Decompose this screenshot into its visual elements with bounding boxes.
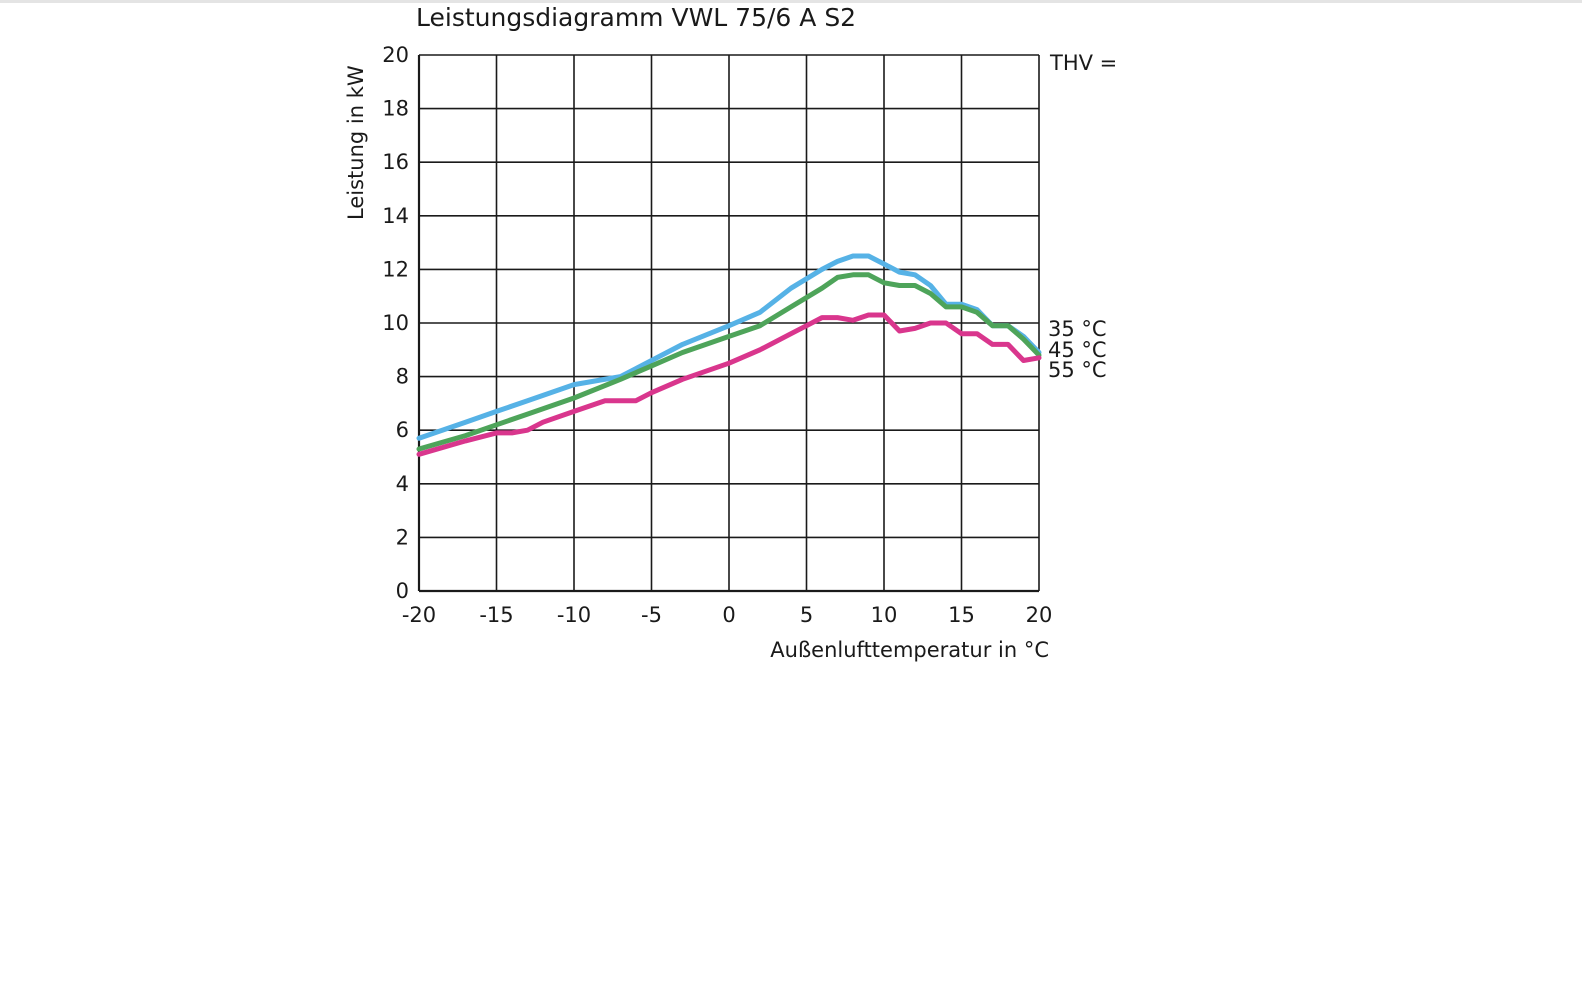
y-tick-label: 18: [382, 97, 409, 121]
y-tick-label: 12: [382, 257, 409, 281]
series-line-2: [416, 272, 1042, 452]
x-tick-label: -20: [402, 603, 436, 627]
legend-entry-2: 45 °C: [1048, 338, 1107, 362]
chart-title: Leistungsdiagramm VWL 75/6 A S2: [416, 3, 856, 32]
legend: 35 °C45 °C55 °C: [1048, 317, 1107, 382]
x-tick-label: 15: [948, 603, 975, 627]
y-tick-label: 8: [396, 365, 409, 389]
y-tick-label: 14: [382, 204, 409, 228]
legend-entry-1: 35 °C: [1048, 317, 1107, 341]
x-axis-label: Außenlufttemperatur in °C: [770, 638, 1049, 662]
top-rule: [0, 0, 1582, 3]
x-tick-label: 20: [1026, 603, 1053, 627]
y-tick-label: 0: [396, 579, 409, 603]
x-tick-label: 0: [722, 603, 735, 627]
y-tick-label: 6: [396, 418, 409, 442]
legend-title: THV =: [1049, 51, 1117, 75]
x-tick-label: -5: [641, 603, 662, 627]
y-tick-label: 4: [396, 472, 409, 496]
y-tick-label: 20: [382, 43, 409, 67]
x-tick-label: -10: [557, 603, 591, 627]
y-tick-label: 2: [396, 525, 409, 549]
series-layer: [416, 253, 1042, 457]
tick-labels: -20 -15 -10 -5 0 5 10 15 20 0 2 4 6 8 10 12 14 16 18 20: [382, 43, 1052, 627]
legend-entry-3: 55 °C: [1048, 358, 1107, 382]
y-axis-label: Leistung in kW: [344, 65, 368, 220]
x-tick-label: 10: [871, 603, 898, 627]
series-line-3: [416, 312, 1042, 457]
y-tick-label: 16: [382, 150, 409, 174]
series-line-1: [416, 253, 1042, 441]
x-tick-label: -15: [479, 603, 513, 627]
y-tick-label: 10: [382, 311, 409, 335]
x-tick-label: 5: [800, 603, 813, 627]
